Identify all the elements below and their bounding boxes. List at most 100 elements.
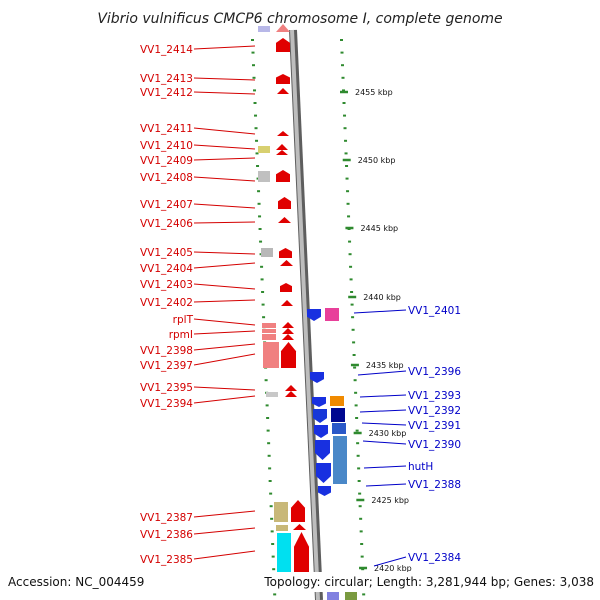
gene-label-vv1_2412: VV1_2412 [140, 87, 193, 99]
gene-block [258, 171, 270, 182]
gene-arrow [312, 397, 326, 407]
gene-block [262, 329, 276, 333]
kbp-label: 2450 kbp [358, 156, 396, 165]
label-connector [359, 409, 407, 413]
label-connector [193, 550, 256, 560]
gene-arrow [276, 74, 290, 84]
gene-arrow [314, 425, 328, 438]
label-connector [359, 394, 407, 398]
gene-label-vv1_2398: VV1_2398 [140, 345, 193, 357]
gene-label-vv1_2411: VV1_2411 [140, 123, 193, 135]
label-connector [193, 343, 256, 351]
label-connector [365, 483, 407, 487]
gene-label-vv1_2401: VV1_2401 [408, 305, 461, 317]
gene-block [332, 423, 346, 434]
label-connector [193, 330, 256, 335]
gene-block [325, 308, 339, 321]
right-label-connectors [353, 309, 407, 567]
gene-arrow [280, 283, 292, 292]
gene-arrow [316, 463, 331, 483]
gene-arrow [282, 334, 294, 340]
kbp-label: 2435 kbp [366, 361, 404, 370]
gene-arrow [279, 248, 292, 258]
label-connector [193, 527, 256, 535]
gene-label-rpmi: rpmI [169, 329, 193, 341]
gene-block [345, 592, 357, 600]
gene-arrow [276, 150, 288, 155]
gene-label-vv1_2384: VV1_2384 [408, 552, 461, 564]
gene-block [331, 408, 345, 422]
gene-arrow [318, 486, 331, 496]
gene-label-vv1_2409: VV1_2409 [140, 155, 193, 167]
gene-arrow [315, 440, 330, 460]
gene-label-vv1_2403: VV1_2403 [140, 279, 193, 291]
gene-block [262, 334, 276, 340]
gene-label-vv1_2414: VV1_2414 [140, 44, 193, 56]
gene-arrow [293, 524, 306, 530]
gene-arrow [281, 342, 296, 368]
gene-arrow [310, 372, 324, 383]
gene-block [266, 392, 278, 397]
gene-label-vv1_2407: VV1_2407 [140, 199, 193, 211]
gene-arrow [307, 309, 321, 321]
kbp-label: 2455 kbp [355, 88, 393, 97]
gene-block [274, 502, 288, 522]
gene-label-vv1_2387: VV1_2387 [140, 512, 193, 524]
left-gene-labels: VV1_2414 VV1_2413 VV1_2412 VV1_2411 VV1_2410… [140, 44, 194, 566]
gene-label-vv1_2405: VV1_2405 [140, 247, 193, 259]
gene-arrow [285, 385, 297, 391]
label-connector [193, 91, 256, 95]
label-connector [193, 127, 256, 135]
label-connector [193, 395, 256, 404]
gene-arrow [285, 391, 297, 397]
tick-marks [251, 39, 368, 596]
label-connector [193, 510, 256, 518]
gene-label-vv1_2392: VV1_2392 [408, 405, 461, 417]
gene-label-vv1_2388: VV1_2388 [408, 479, 461, 491]
gene-label-vv1_2413: VV1_2413 [140, 73, 193, 85]
accession-text: Accession: NC_004459 [8, 575, 144, 589]
chromosome-backbone [289, 29, 323, 600]
gene-block [330, 396, 344, 406]
label-connector [193, 176, 256, 182]
label-connector [193, 299, 256, 303]
label-connector [373, 556, 407, 567]
gene-block [261, 248, 273, 257]
gene-arrow [282, 328, 294, 334]
gene-block [276, 525, 288, 531]
gene-arrow [277, 88, 289, 94]
label-connector [361, 422, 407, 426]
gene-label-vv1_2402: VV1_2402 [140, 297, 193, 309]
label-connector [353, 309, 407, 314]
gene-label-vv1_2397: VV1_2397 [140, 360, 193, 372]
gene-arrow [280, 260, 293, 266]
label-connector [193, 157, 256, 161]
gene-block [258, 26, 270, 32]
gene-label-vv1_2393: VV1_2393 [408, 390, 461, 402]
gene-arrow [277, 131, 289, 136]
gene-label-vv1_2394: VV1_2394 [140, 398, 193, 410]
gene-label-vv1_2404: VV1_2404 [140, 263, 193, 275]
left-label-connectors [193, 45, 256, 560]
map-title: Vibrio vulnificus CMCP6 chromosome I, co… [97, 11, 502, 27]
gene-arrow [278, 197, 291, 209]
gene-features [258, 24, 357, 600]
gene-block [258, 146, 270, 153]
gene-label-vv1_2410: VV1_2410 [140, 140, 193, 152]
gene-label-vv1_2391: VV1_2391 [408, 420, 461, 432]
label-connector [193, 353, 256, 366]
label-connector [193, 251, 256, 255]
label-connector [193, 77, 256, 81]
gene-arrow [281, 300, 293, 306]
gene-label-vv1_2408: VV1_2408 [140, 172, 193, 184]
gene-block [263, 342, 279, 368]
kbp-label: 2420 kbp [374, 564, 412, 573]
gene-label-vv1_2396: VV1_2396 [408, 366, 461, 378]
label-connector [193, 262, 256, 269]
gene-label-vv1_2406: VV1_2406 [140, 218, 193, 230]
label-connector [357, 370, 407, 376]
topology-text: Topology: circular; Length: 3,281,944 bp… [263, 575, 594, 589]
gene-block [277, 533, 291, 573]
